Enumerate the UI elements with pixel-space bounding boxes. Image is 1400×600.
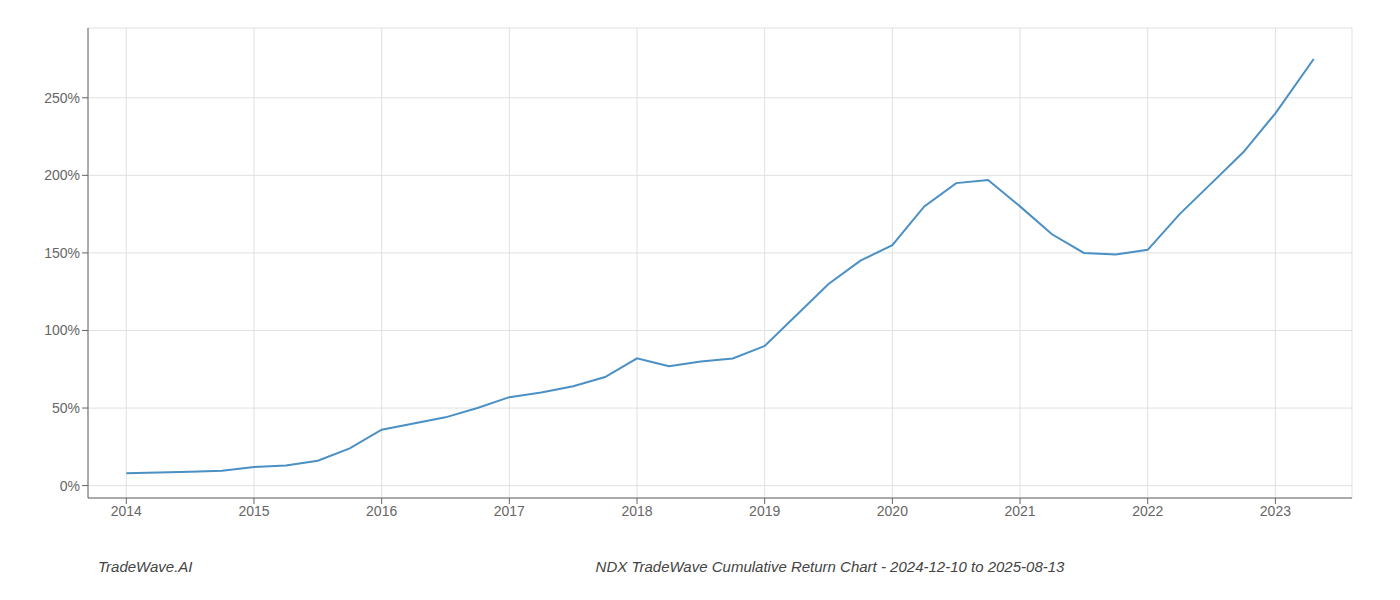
svg-text:2023: 2023 <box>1260 503 1291 519</box>
svg-text:2020: 2020 <box>877 503 908 519</box>
svg-text:2014: 2014 <box>111 503 142 519</box>
html-text:NDX TradeWave Cumulative Retur: NDX TradeWave Cumulative Return Chart - … <box>595 558 1065 575</box>
svg-text:2017: 2017 <box>494 503 525 519</box>
svg-text:100%: 100% <box>44 322 80 338</box>
svg-text:2015: 2015 <box>238 503 269 519</box>
svg-text:200%: 200% <box>44 167 80 183</box>
svg-text:2022: 2022 <box>1132 503 1163 519</box>
svg-text:250%: 250% <box>44 90 80 106</box>
svg-text:50%: 50% <box>52 400 80 416</box>
html-text:TradeWave.AI: TradeWave.AI <box>98 558 193 575</box>
svg-text:0%: 0% <box>60 478 80 494</box>
svg-text:150%: 150% <box>44 245 80 261</box>
svg-text:2019: 2019 <box>749 503 780 519</box>
svg-text:2018: 2018 <box>621 503 652 519</box>
svg-text:2016: 2016 <box>366 503 397 519</box>
svg-text:2021: 2021 <box>1004 503 1035 519</box>
